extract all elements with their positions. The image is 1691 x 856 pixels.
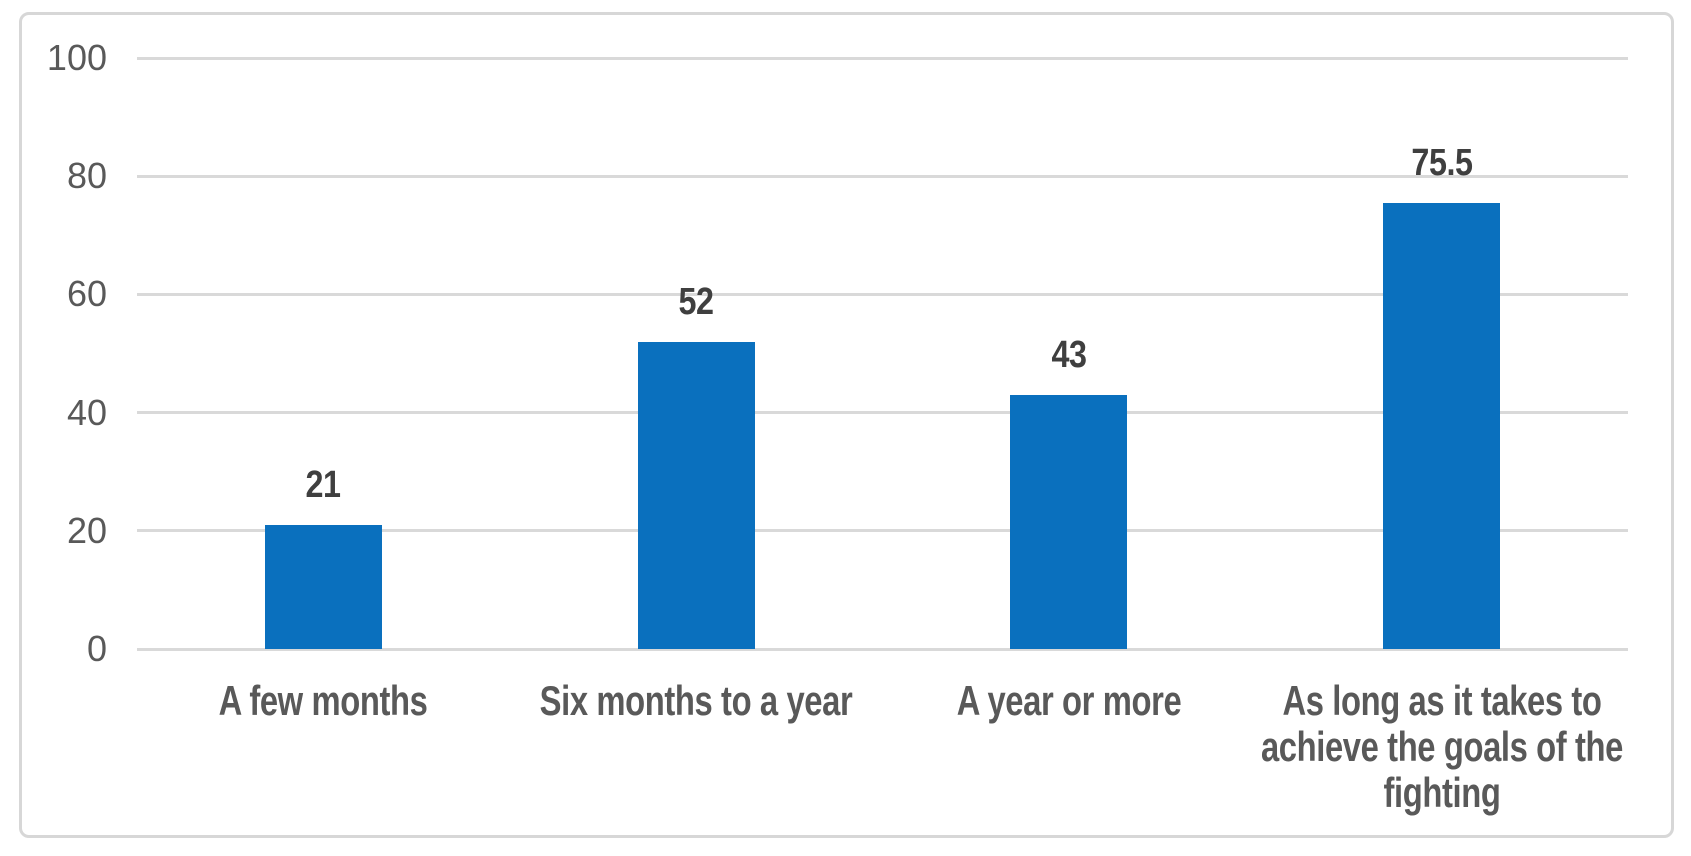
y-axis-tick-label: 100 [46,37,107,78]
y-axis-tick-label: 20 [66,509,107,551]
y-axis-tick-label: 80 [66,155,107,197]
y-axis-tick-label: 60 [66,273,107,315]
bar [1383,202,1501,649]
gridline [137,529,1628,533]
x-category-label-line: achieve the goals of the [1260,723,1623,770]
x-category-label-line: fighting [1383,769,1501,816]
chart-frame [19,12,1674,838]
x-category-label: As long as it takes to achieve the goals … [1247,678,1637,816]
gridline [137,292,1628,296]
bar-value-label: 43 [1051,333,1087,376]
gridline [137,411,1628,415]
x-category-label: A few months [128,678,518,724]
x-category-label-line: A few months [218,677,428,724]
x-category-label: Six months to a year [501,678,891,724]
y-axis-tick-label: 0 [86,628,107,669]
y-axis-tick-label: 40 [66,391,107,433]
x-category-label-line: Six months to a year [539,677,853,724]
bar [1010,394,1128,649]
bar-value-label: 52 [678,280,715,323]
x-category-label: A year or more [874,678,1264,724]
bar [637,341,755,649]
gridline [137,647,1628,651]
bar-value-label: 75.5 [1411,141,1473,184]
gridline [137,174,1628,178]
bar [264,524,382,649]
x-category-label-line: A year or more [956,677,1182,724]
bar-value-label: 21 [305,463,342,506]
x-category-label-line: As long as it takes to [1282,677,1602,724]
gridline [137,56,1628,60]
